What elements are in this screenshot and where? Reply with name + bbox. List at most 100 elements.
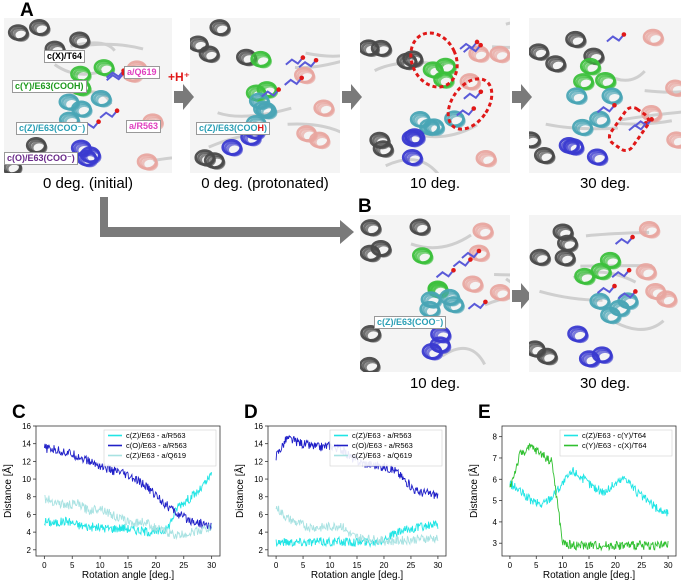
series-line-1 (275, 520, 439, 548)
label-part-h: H (257, 123, 265, 133)
helix-ring (594, 296, 612, 311)
y-tick-label: 8 (259, 493, 264, 502)
x-tick-label: 0 (508, 561, 513, 570)
helix-ring (534, 252, 552, 267)
helix-ring (414, 222, 432, 237)
y-tick-label: 16 (254, 422, 263, 431)
helix-ring (645, 108, 663, 123)
residue-stick (596, 104, 616, 114)
arrow-right (512, 84, 532, 110)
label-aq619: a/Q619 (124, 66, 160, 79)
y-tick-label: 2 (259, 546, 264, 555)
helix-ring (406, 133, 424, 148)
helix-ring (365, 328, 382, 343)
x-tick-label: 0 (42, 561, 47, 570)
residue-stick (456, 107, 475, 117)
ribbon-bg (585, 230, 650, 238)
y-tick-label: 2 (27, 546, 32, 555)
residue-stick (606, 33, 625, 43)
helix-ring (406, 152, 424, 167)
helix-ring (74, 35, 91, 50)
x-tick-label: 5 (534, 561, 539, 570)
legend-box (329, 429, 443, 467)
x-axis-label: Rotation angle [deg.] (311, 570, 404, 581)
helix-ring (428, 122, 446, 136)
ribbon-bg (217, 106, 292, 118)
y-tick-label: 12 (22, 457, 31, 466)
y-tick-label: 12 (254, 457, 263, 466)
series-line-2 (509, 442, 669, 552)
residue-stick (298, 59, 317, 69)
helix-ring (584, 61, 602, 76)
helix-ring (226, 142, 243, 157)
residue-atom (96, 119, 101, 125)
helix-ring (255, 54, 272, 69)
helix-ring (559, 253, 577, 267)
x-tick-label: 0 (274, 561, 279, 570)
helix-ring (425, 295, 443, 309)
helix-ring (98, 62, 116, 77)
legend-label: c(Z)/E63 - c(Y)/T64 (582, 431, 646, 440)
residue-stick (463, 91, 482, 100)
highlight-ellipse (607, 105, 651, 153)
helix-ring (258, 104, 275, 119)
residue-atom (630, 234, 635, 240)
residue-atom (478, 42, 483, 48)
helix-ring (467, 279, 484, 294)
ribbon-bg (644, 89, 681, 94)
residue-stick (461, 250, 480, 259)
ribbon-bg (305, 51, 340, 58)
helix-ring (363, 43, 381, 57)
y-tick-label: 8 (493, 433, 498, 442)
helix-ring (572, 329, 589, 344)
residue-atom (300, 55, 306, 60)
residue-stick (99, 110, 118, 119)
x-tick-label: 5 (70, 561, 75, 570)
highlight-overlay (409, 31, 651, 153)
residue-atom (276, 87, 281, 92)
caption-a-10deg: 10 deg. (409, 175, 461, 192)
snapshot-a-protonated (190, 18, 340, 173)
helix-ring (650, 286, 667, 301)
arrow-right (342, 84, 362, 110)
x-tick-label: 15 (353, 561, 362, 570)
helix-ring (407, 54, 424, 68)
series-line-3 (44, 494, 213, 541)
x-tick-label: 15 (585, 561, 594, 570)
helix-ring (12, 27, 30, 42)
helix-ring (95, 93, 113, 108)
helix-ring (557, 227, 575, 242)
helix-ring (314, 135, 331, 150)
residue-atom (451, 267, 456, 273)
helix-ring (141, 157, 159, 171)
legend-label: c(O)/E63 - a/R563 (352, 441, 413, 450)
caption-a-initial: 0 deg. (initial) (42, 175, 134, 192)
y-tick-label: 6 (27, 510, 32, 519)
x-tick-label: 30 (433, 561, 442, 570)
residue-atom (612, 283, 617, 289)
ribbon-bg (385, 158, 439, 173)
y-tick-label: 3 (493, 539, 498, 548)
x-tick-label: 25 (637, 561, 646, 570)
label-hplus: +H⁺ (168, 70, 191, 84)
x-tick-label: 25 (406, 561, 415, 570)
residue-stick (106, 72, 125, 81)
helix-ring (416, 251, 434, 265)
helix-ring (477, 226, 495, 241)
residue-atom (626, 267, 632, 273)
y-axis-label: Distance [Å] (467, 464, 480, 518)
caption-a-protonated: 0 deg. (protonated) (201, 175, 329, 192)
label-part: ) (264, 123, 268, 133)
helix-ring (473, 49, 490, 63)
helix-ring (75, 143, 93, 158)
helix-ring (529, 135, 542, 149)
arrows-overlay (100, 84, 532, 309)
helix-ring (533, 47, 550, 61)
helix-ring (568, 142, 585, 156)
x-tick-label: 10 (326, 561, 335, 570)
y-tick-label: 7 (493, 454, 498, 463)
label-ar563: a/R563 (126, 120, 162, 133)
helix-ring (480, 153, 498, 168)
chart-panel-letter: D (244, 402, 258, 423)
snapshot-b-30deg (529, 215, 681, 372)
